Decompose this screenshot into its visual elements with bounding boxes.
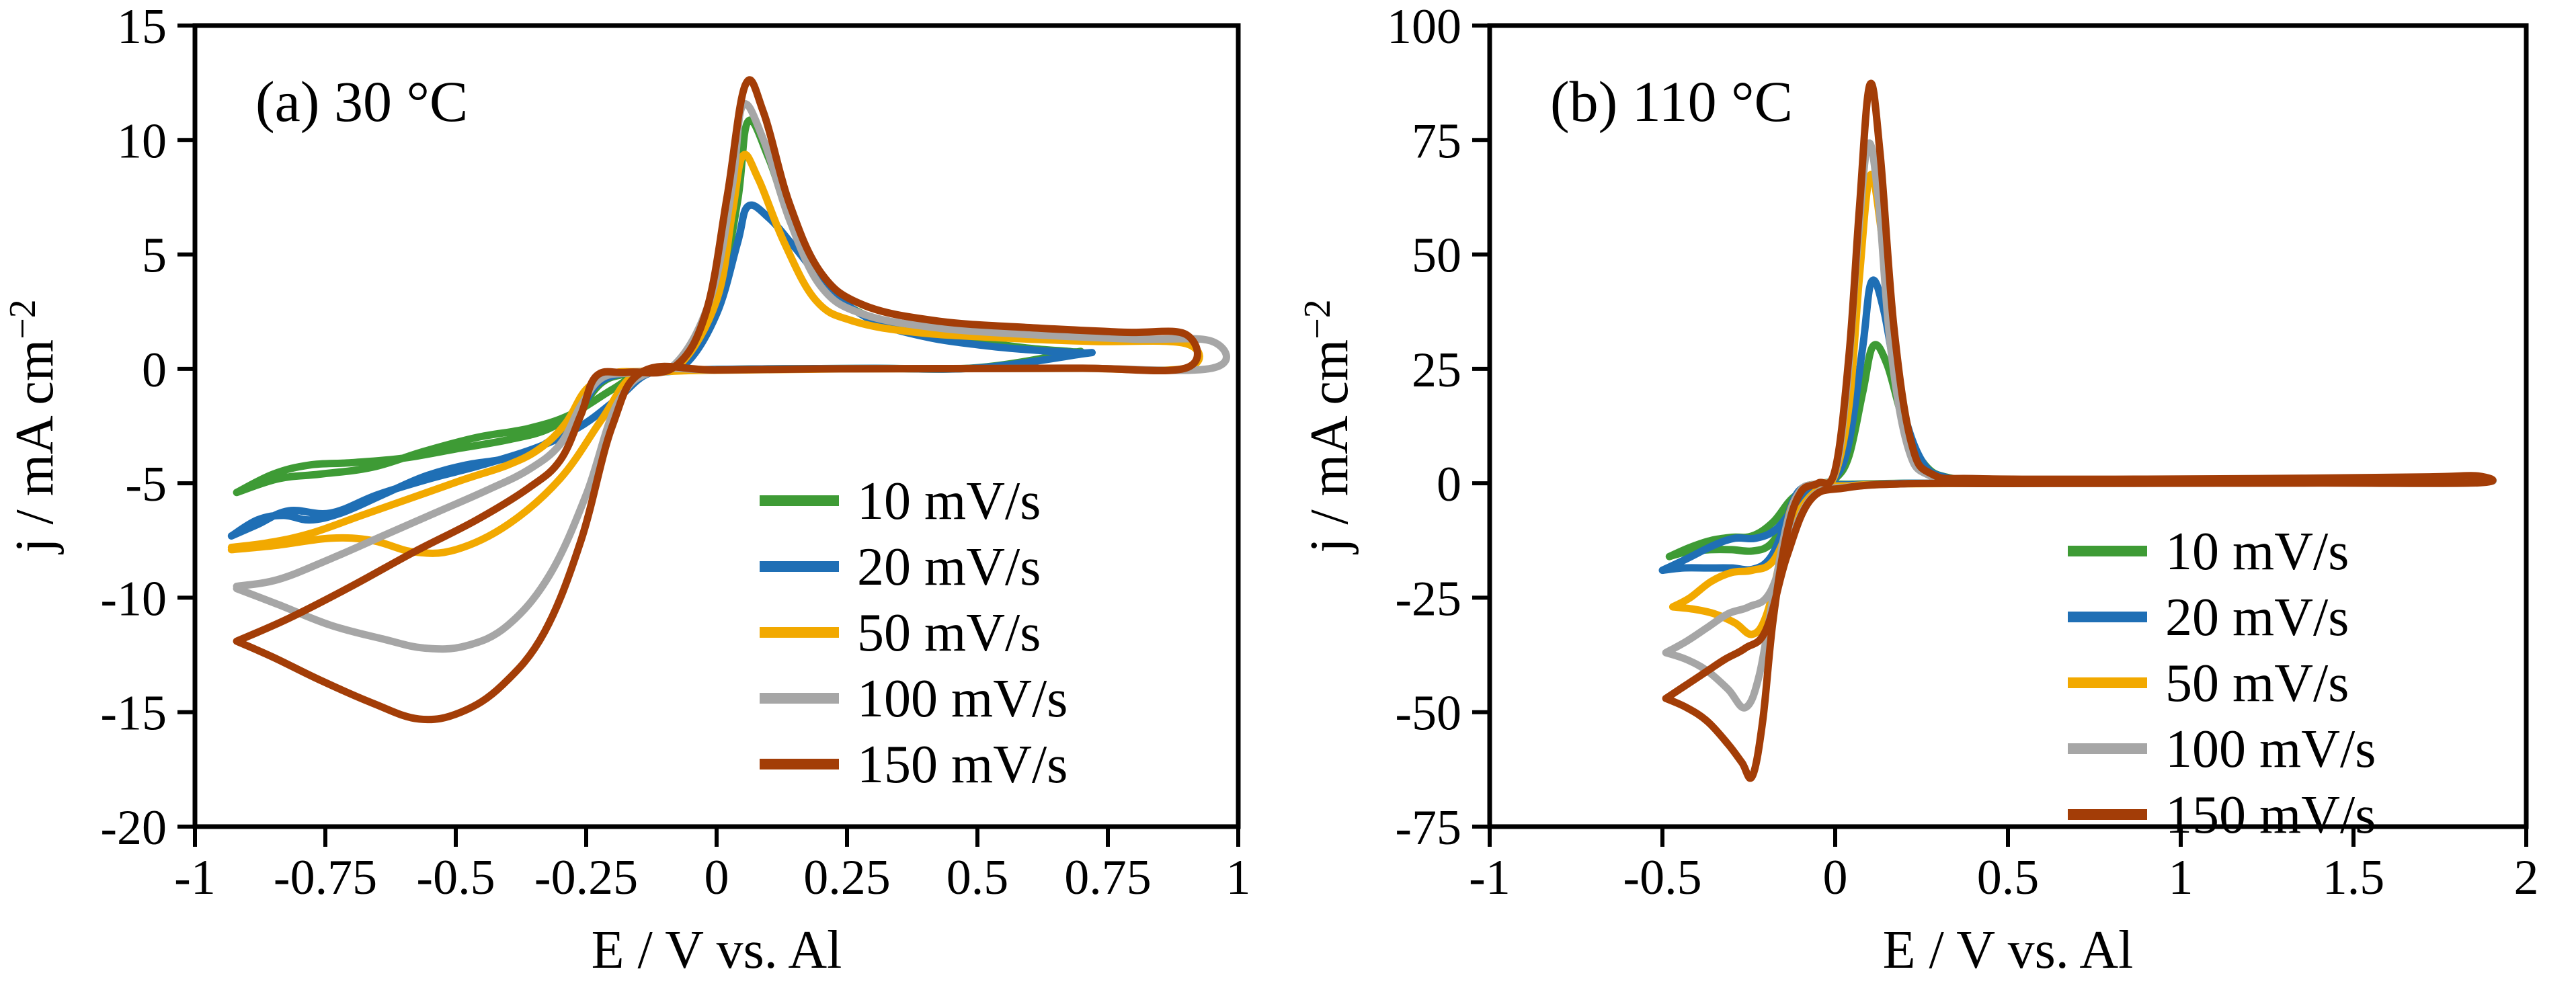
x-tick-label: -0.25 bbox=[534, 850, 638, 905]
y-tick-label: 100 bbox=[1387, 0, 1461, 54]
y-tick-label: -15 bbox=[100, 686, 167, 741]
x-tick-label: 0 bbox=[1823, 850, 1848, 905]
x-tick-label: 0.75 bbox=[1064, 850, 1152, 905]
legend-label-150-mv-s: 150 mV/s bbox=[2165, 786, 2376, 845]
y-tick-label: 75 bbox=[1412, 114, 1461, 169]
curve-150-mv-s bbox=[233, 76, 1201, 724]
y-tick-label: 50 bbox=[1412, 228, 1461, 284]
legend-label-50-mv-s: 50 mV/s bbox=[2165, 654, 2349, 713]
panel-a-y-ticklabels: 15 10 5 0 -5 -10 -15 -20 bbox=[100, 0, 167, 856]
panel-b-y-axis-exponent: −2 bbox=[1297, 299, 1338, 339]
panel-a-axes bbox=[192, 23, 1241, 829]
panel-b-axes bbox=[1487, 23, 2529, 829]
x-tick-label: 0 bbox=[705, 850, 729, 905]
panel-b-x-axis-title: E / V vs. Al bbox=[1883, 921, 2134, 980]
x-tick-label: 0.5 bbox=[1977, 850, 2040, 905]
legend-label-100-mv-s: 100 mV/s bbox=[2165, 720, 2376, 779]
panel-a-x-ticks bbox=[193, 827, 1240, 847]
y-tick-label: -10 bbox=[100, 571, 167, 626]
panel-a-label: (a) 30 °C bbox=[255, 69, 468, 134]
x-tick-label: 1.5 bbox=[2323, 850, 2385, 905]
panel-b-x-ticks bbox=[1488, 827, 2528, 847]
panel-a-y-axis-exponent: −2 bbox=[2, 299, 44, 339]
y-tick-label: 0 bbox=[1437, 457, 1461, 512]
panel-a-y-ticks bbox=[177, 24, 195, 829]
curve-150-mv-s bbox=[1662, 79, 2497, 782]
x-tick-label: -0.75 bbox=[274, 850, 377, 905]
panel-a-y-axis-title: j / mA cm−2 bbox=[2, 299, 65, 554]
panel-a-y-axis-main: j / mA cm bbox=[5, 339, 65, 555]
panel-a-x-ticklabels: -1 -0.75 -0.5 -0.25 0 0.25 0.5 0.75 1 bbox=[174, 850, 1250, 905]
panel-a-x-axis-title: E / V vs. Al bbox=[592, 921, 842, 980]
x-tick-label: 0.5 bbox=[947, 850, 1009, 905]
panel-b-svg: 10 mV/s 20 mV/s 50 mV/s 100 mV/s 150 mV/s (b… bbox=[1297, 0, 2539, 980]
legend-label-20-mv-s: 20 mV/s bbox=[857, 538, 1041, 597]
x-tick-label: -0.5 bbox=[1623, 850, 1701, 905]
y-tick-label: -20 bbox=[100, 800, 167, 856]
panel-a-30c: 10 mV/s 20 mV/s 50 mV/s 100 mV/s 150 mV/s (a… bbox=[2, 0, 1251, 980]
svg-text:j / mA cm−2: j / mA cm−2 bbox=[1297, 299, 1359, 554]
x-tick-label: 2 bbox=[2514, 850, 2539, 905]
x-tick-label: 1 bbox=[2169, 850, 2193, 905]
curve-100-mv-s bbox=[233, 100, 1230, 653]
panel-b-x-ticklabels: -1 -0.5 0 0.5 1 1.5 2 bbox=[1469, 850, 2538, 905]
panel-b-legend: 10 mV/s 20 mV/s 50 mV/s 100 mV/s 150 mV/s bbox=[2068, 522, 2376, 845]
y-tick-label: 10 bbox=[117, 114, 167, 169]
panel-b-label: (b) 110 °C bbox=[1550, 69, 1793, 134]
panel-b-y-ticklabels: 100 75 50 25 0 -25 -50 -75 bbox=[1387, 0, 1461, 856]
panel-a-legend: 10 mV/s 20 mV/s 50 mV/s 100 mV/s 150 mV/s bbox=[760, 472, 1068, 794]
x-tick-label: 1 bbox=[1226, 850, 1251, 905]
y-tick-label: 25 bbox=[1412, 343, 1461, 398]
curve-10-mv-s bbox=[233, 116, 1085, 497]
legend-label-100-mv-s: 100 mV/s bbox=[857, 669, 1068, 728]
panel-a-svg: 10 mV/s 20 mV/s 50 mV/s 100 mV/s 150 mV/s (a… bbox=[2, 0, 1251, 980]
y-tick-label: -75 bbox=[1395, 800, 1461, 856]
x-tick-label: -1 bbox=[174, 850, 216, 905]
legend-label-10-mv-s: 10 mV/s bbox=[857, 472, 1041, 531]
x-tick-label: -0.5 bbox=[416, 850, 495, 905]
y-tick-label: -25 bbox=[1395, 571, 1461, 626]
y-tick-label: -5 bbox=[125, 457, 167, 512]
x-tick-label: 0.25 bbox=[803, 850, 891, 905]
panel-b-y-axis-main: j / mA cm bbox=[1300, 339, 1359, 555]
panel-b-110c: 10 mV/s 20 mV/s 50 mV/s 100 mV/s 150 mV/s (b… bbox=[1288, 0, 2576, 1000]
svg-text:j / mA cm−2: j / mA cm−2 bbox=[2, 299, 65, 554]
panel-a-curves bbox=[227, 76, 1230, 724]
y-tick-label: -50 bbox=[1395, 686, 1461, 741]
y-tick-label: 15 bbox=[117, 0, 167, 54]
curve-50-mv-s bbox=[227, 151, 1203, 557]
curve-100-mv-s bbox=[1662, 139, 2497, 712]
panel-b-y-ticks bbox=[1472, 24, 1490, 829]
panel-b-curves bbox=[1658, 79, 2497, 782]
legend-label-10-mv-s: 10 mV/s bbox=[2165, 522, 2349, 581]
x-tick-label: -1 bbox=[1469, 850, 1511, 905]
y-tick-label: 5 bbox=[142, 228, 167, 284]
y-tick-label: 0 bbox=[142, 343, 167, 398]
legend-label-20-mv-s: 20 mV/s bbox=[2165, 588, 2349, 647]
panel-b-y-axis-title: j / mA cm−2 bbox=[1297, 299, 1359, 554]
legend-label-50-mv-s: 50 mV/s bbox=[857, 603, 1041, 663]
legend-label-150-mv-s: 150 mV/s bbox=[857, 735, 1068, 794]
